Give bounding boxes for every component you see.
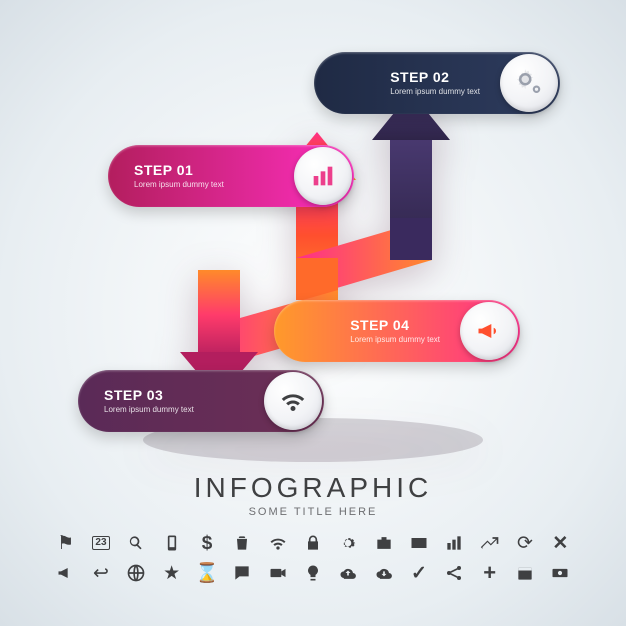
- trash-icon: [232, 533, 252, 553]
- back-icon: ↩: [93, 564, 109, 583]
- bar-chart-icon: [309, 162, 337, 190]
- step03-title: STEP 03: [104, 387, 244, 403]
- plus-icon: +: [483, 562, 496, 584]
- lock-icon: [303, 533, 323, 553]
- close-icon: ✕: [552, 534, 568, 553]
- wifi-icon: [278, 386, 308, 416]
- calendar-23-icon: 23: [92, 536, 109, 550]
- gears-icon: [514, 68, 544, 98]
- wifi-grid-icon: [268, 533, 288, 553]
- flag-icon: ⚑: [57, 534, 74, 553]
- step04-text: STEP 04 Lorem ipsum dummy text: [332, 317, 458, 344]
- briefcase-icon: [374, 533, 394, 553]
- step04-title: STEP 04: [350, 317, 440, 333]
- pill-step02: STEP 02 Lorem ipsum dummy text: [314, 52, 560, 114]
- step02-title: STEP 02: [390, 69, 480, 85]
- star-icon: ★: [163, 564, 180, 583]
- footer-title: INFOGRAPHIC: [0, 472, 626, 504]
- step04-circle: [460, 302, 518, 360]
- footer-subtitle: SOME TITLE HERE: [0, 506, 626, 518]
- step01-body: Lorem ipsum dummy text: [134, 180, 274, 189]
- sync-icon: ⟳: [517, 534, 533, 553]
- share-icon: [444, 563, 464, 583]
- globe-icon: [126, 563, 146, 583]
- video-icon: [268, 563, 288, 583]
- bars-icon: [444, 533, 464, 553]
- step03-circle: [264, 372, 322, 430]
- step01-circle: [294, 147, 352, 205]
- step03-body: Lorem ipsum dummy text: [104, 405, 244, 414]
- step02-text: STEP 02 Lorem ipsum dummy text: [372, 69, 498, 96]
- gear-icon: [338, 533, 358, 553]
- step01-text: STEP 01 Lorem ipsum dummy text: [108, 162, 292, 189]
- calendar-icon: [515, 563, 535, 583]
- step03-text: STEP 03 Lorem ipsum dummy text: [78, 387, 262, 414]
- check-icon: ✓: [411, 564, 427, 583]
- pill-step03: STEP 03 Lorem ipsum dummy text: [78, 370, 324, 432]
- cloud-up-icon: [338, 563, 358, 583]
- pill-step04: STEP 04 Lorem ipsum dummy text: [274, 300, 520, 362]
- money-icon: [550, 563, 570, 583]
- pill-step01: STEP 01 Lorem ipsum dummy text: [108, 145, 354, 207]
- dollar-icon: $: [202, 534, 213, 553]
- envelope-icon: [409, 533, 429, 553]
- stage: STEP 02 Lorem ipsum dummy text STEP 01 L…: [0, 0, 626, 626]
- megaphone-grid-icon: [56, 563, 76, 583]
- search-icon: [126, 533, 146, 553]
- step04-body: Lorem ipsum dummy text: [350, 335, 440, 344]
- hourglass-icon: ⌛: [195, 564, 219, 583]
- megaphone-icon: [475, 317, 503, 345]
- chat-icon: [232, 563, 252, 583]
- step01-title: STEP 01: [134, 162, 274, 178]
- growth-icon: [480, 533, 500, 553]
- step02-body: Lorem ipsum dummy text: [390, 87, 480, 96]
- step02-circle: [500, 54, 558, 112]
- phone-icon: [162, 533, 182, 553]
- cloud-down-icon: [374, 563, 394, 583]
- bulb-icon: [303, 563, 323, 583]
- footer-title-block: INFOGRAPHIC SOME TITLE HERE: [0, 472, 626, 518]
- icon-grid: ⚑ 23 $ ⟳ ✕ ↩ ★ ⌛ ✓ +: [48, 528, 578, 588]
